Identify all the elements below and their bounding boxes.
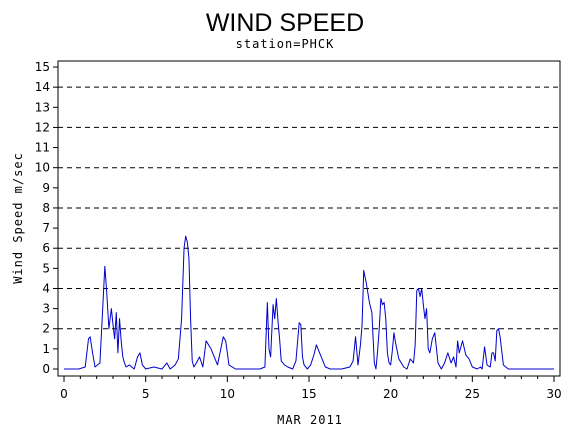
- y-tick-label: 0: [42, 362, 50, 376]
- y-tick-label: 1: [42, 342, 50, 356]
- x-tick-label: 0: [60, 387, 68, 401]
- x-axis: 0 5 10 15 20 25 30: [60, 376, 562, 401]
- y-tick-label: 9: [42, 181, 50, 195]
- chart-subtitle: station=PHCK: [236, 37, 335, 51]
- y-tick-label: 12: [35, 120, 50, 134]
- wind-speed-line-0: [64, 235, 554, 370]
- y-tick-label: 3: [42, 302, 50, 316]
- x-tick-label: 20: [383, 387, 398, 401]
- x-tick-label: 25: [465, 387, 480, 401]
- y-tick-label: 10: [35, 161, 50, 175]
- plot-frame: [57, 60, 561, 377]
- x-tick-label: 30: [546, 387, 561, 401]
- y-tick-label: 6: [42, 241, 50, 255]
- y-tick-label: 2: [42, 322, 50, 336]
- x-axis-label: MAR 2011: [277, 413, 343, 427]
- gridlines: [58, 86, 560, 330]
- y-axis-label: Wind Speed m/sec: [11, 152, 25, 284]
- x-tick-label: 5: [142, 387, 150, 401]
- y-tick-label: 14: [35, 80, 50, 94]
- y-tick-label: 5: [42, 261, 50, 275]
- y-tick-label: 8: [42, 201, 50, 215]
- y-tick-label: 11: [35, 141, 50, 155]
- y-tick-label: 13: [35, 100, 50, 114]
- x-tick-label: 10: [220, 387, 235, 401]
- chart-title: WIND SPEED: [206, 9, 364, 37]
- series-layer: [64, 235, 554, 370]
- y-tick-label: 4: [42, 281, 50, 295]
- y-tick-label: 15: [35, 60, 50, 74]
- y-tick-label: 7: [42, 221, 50, 235]
- x-tick-label: 15: [301, 387, 316, 401]
